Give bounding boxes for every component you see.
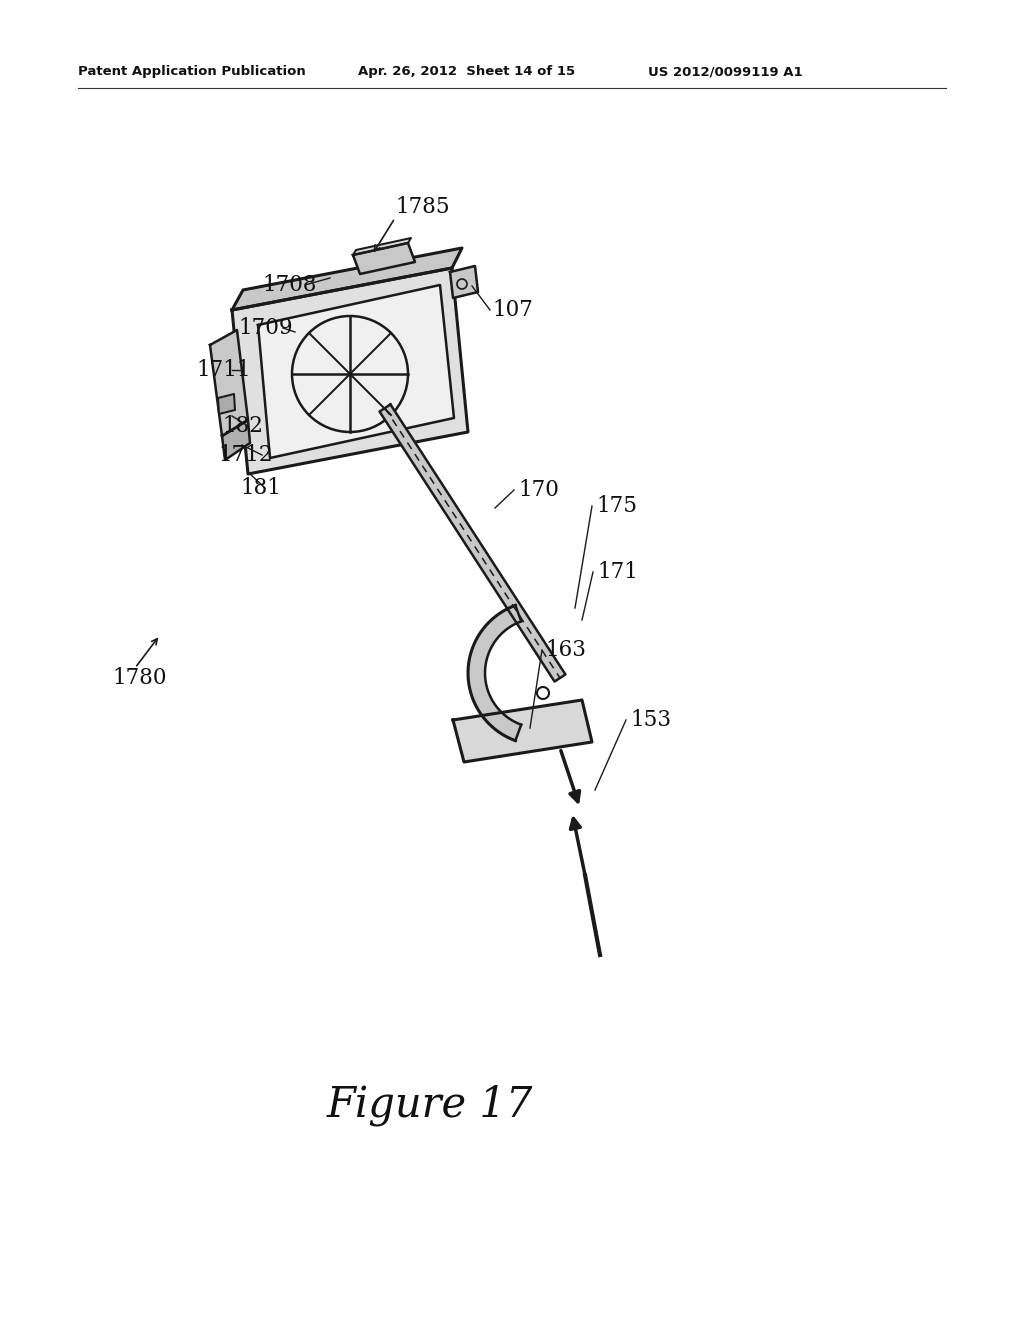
Polygon shape [353, 238, 411, 255]
Text: 175: 175 [596, 495, 637, 517]
Text: 170: 170 [518, 479, 559, 502]
Text: 1709: 1709 [238, 317, 293, 339]
Text: 153: 153 [630, 709, 671, 731]
Text: 181: 181 [240, 477, 281, 499]
Polygon shape [210, 330, 248, 436]
Polygon shape [468, 606, 521, 741]
Polygon shape [380, 404, 565, 681]
Polygon shape [218, 393, 234, 414]
Text: 107: 107 [492, 300, 532, 321]
Text: 1708: 1708 [262, 275, 316, 296]
Text: 1780: 1780 [112, 667, 167, 689]
Text: 1712: 1712 [218, 444, 272, 466]
Text: Apr. 26, 2012  Sheet 14 of 15: Apr. 26, 2012 Sheet 14 of 15 [358, 66, 575, 78]
Polygon shape [353, 243, 415, 275]
Text: 163: 163 [545, 639, 586, 661]
Text: 182: 182 [222, 414, 263, 437]
Text: 1785: 1785 [395, 195, 450, 218]
Circle shape [537, 686, 549, 700]
Polygon shape [222, 420, 250, 459]
Polygon shape [232, 248, 462, 310]
Polygon shape [232, 268, 468, 474]
Polygon shape [450, 267, 478, 298]
Polygon shape [453, 700, 592, 762]
Text: Figure 17: Figure 17 [327, 1084, 534, 1126]
Text: US 2012/0099119 A1: US 2012/0099119 A1 [648, 66, 803, 78]
Text: 1711: 1711 [196, 359, 251, 381]
Text: Patent Application Publication: Patent Application Publication [78, 66, 306, 78]
Text: 171: 171 [597, 561, 638, 583]
Polygon shape [258, 285, 454, 458]
